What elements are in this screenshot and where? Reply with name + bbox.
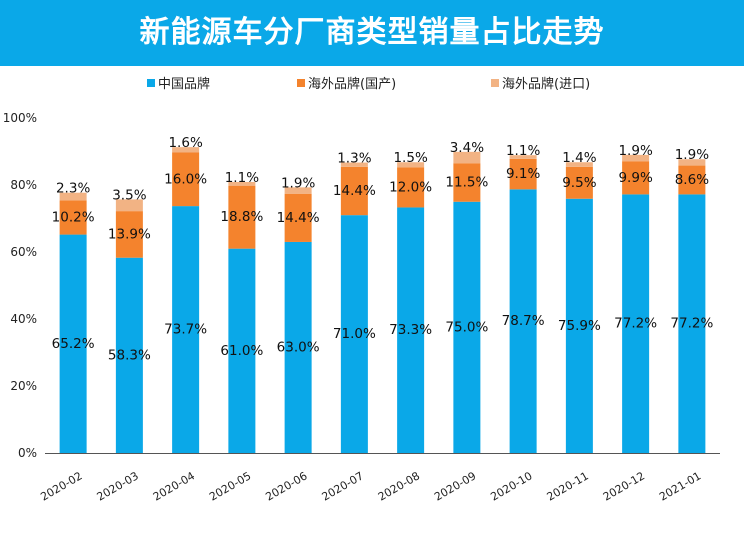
data-label-overseas-domestic: 14.4%: [333, 183, 376, 199]
data-label-overseas-domestic: 13.9%: [108, 226, 151, 242]
data-label-overseas-domestic: 18.8%: [220, 209, 263, 225]
data-label-overseas-domestic: 9.1%: [506, 166, 540, 182]
x-tick-label: 2020-03: [95, 469, 141, 503]
data-label-overseas-domestic: 16.0%: [164, 171, 207, 187]
bar-segment-1: [565, 198, 593, 453]
bar-segment-1: [284, 241, 312, 453]
data-label-china: 75.9%: [558, 318, 601, 334]
x-tick-label: 2020-04: [151, 469, 197, 503]
data-label-overseas-import: 1.1%: [506, 143, 540, 159]
data-label-china: 61.0%: [220, 343, 263, 359]
bar-segment-3: [228, 181, 256, 186]
data-label-overseas-import: 3.5%: [112, 187, 146, 203]
data-label-overseas-import: 1.4%: [562, 150, 596, 166]
bar-segment-3: [678, 159, 706, 166]
bar-segment-1: [228, 248, 256, 453]
bar-segment-2: [172, 152, 200, 207]
data-label-china: 73.3%: [389, 322, 432, 338]
bar-segment-1: [509, 189, 537, 454]
data-label-overseas-domestic: 8.6%: [675, 172, 709, 188]
data-label-overseas-domestic: 11.5%: [445, 174, 488, 190]
data-label-overseas-import: 1.1%: [225, 170, 259, 186]
bar-segment-2: [678, 165, 706, 195]
bar-segment-2: [228, 185, 256, 249]
x-tick-label: 2020-06: [263, 469, 309, 503]
bar-segment-2: [59, 200, 87, 235]
data-label-china: 78.7%: [502, 313, 545, 329]
bar-segment-2: [284, 193, 312, 242]
x-tick-label: 2020-08: [376, 469, 422, 503]
legend-swatch-3: [491, 79, 499, 87]
data-label-overseas-import: 3.4%: [450, 140, 484, 156]
bar-segment-3: [340, 162, 368, 167]
x-tick-label: 2020-02: [38, 469, 84, 503]
chart-title: 新能源车分厂商类型销量占比走势: [139, 15, 605, 50]
y-tick-label: 60%: [10, 245, 37, 259]
data-label-china: 71.0%: [333, 326, 376, 342]
legend-swatch-1: [147, 79, 155, 87]
x-tick-label: 2020-10: [488, 469, 534, 503]
x-tick-label: 2020-05: [207, 469, 253, 503]
data-label-overseas-import: 1.9%: [618, 143, 652, 159]
bar-segment-3: [565, 162, 593, 167]
bar-segment-2: [397, 167, 425, 208]
x-tick-label: 2021-01: [657, 469, 703, 503]
data-label-overseas-import: 2.3%: [56, 181, 90, 197]
bar-segment-1: [59, 234, 87, 453]
data-label-china: 58.3%: [108, 347, 151, 363]
data-label-overseas-import: 1.5%: [393, 150, 427, 166]
bar-segment-3: [115, 199, 143, 212]
y-tick-label: 100%: [3, 111, 37, 125]
data-label-china: 75.0%: [445, 319, 488, 335]
bar-segment-2: [115, 211, 143, 258]
data-label-china: 65.2%: [52, 336, 95, 352]
bar-segment-3: [397, 162, 425, 168]
bar-segment-3: [172, 147, 200, 153]
x-tick-label: 2020-11: [545, 469, 591, 503]
bar-segment-3: [509, 155, 537, 159]
data-label-overseas-domestic: 14.4%: [277, 210, 320, 226]
data-label-china: 73.7%: [164, 322, 207, 338]
x-tick-label: 2020-09: [432, 469, 478, 503]
data-label-overseas-domestic: 10.2%: [52, 209, 95, 225]
data-label-overseas-import: 1.3%: [337, 151, 371, 167]
bar-segment-3: [622, 154, 650, 162]
bar-segment-1: [397, 207, 425, 453]
bar-segment-3: [453, 151, 481, 164]
bar-segment-1: [172, 206, 200, 453]
data-label-china: 77.2%: [614, 316, 657, 332]
bar-segment-3: [59, 192, 87, 201]
bar-segment-1: [340, 215, 368, 453]
data-label-overseas-domestic: 9.5%: [562, 175, 596, 191]
data-label-overseas-domestic: 12.0%: [389, 179, 432, 195]
y-tick-label: 80%: [10, 178, 37, 192]
legend-label-3: 海外品牌(进口): [502, 76, 590, 92]
data-label-overseas-domestic: 9.9%: [618, 170, 652, 186]
title-bar: 新能源车分厂商类型销量占比走势: [0, 0, 744, 66]
x-tick-label: 2020-12: [601, 469, 647, 503]
y-tick-label: 0%: [18, 446, 37, 460]
bar-segment-2: [340, 166, 368, 216]
legend-label-2: 海外品牌(国产): [308, 76, 396, 92]
bar-segment-2: [565, 166, 593, 199]
bar-segment-1: [622, 194, 650, 453]
bar-segment-2: [509, 158, 537, 190]
legend-label-1: 中国品牌: [158, 76, 210, 92]
x-tick-label: 2020-07: [320, 469, 366, 503]
data-label-overseas-import: 1.6%: [168, 135, 202, 151]
bar-segment-1: [453, 201, 481, 453]
legend-swatch-2: [297, 79, 305, 87]
data-label-overseas-import: 1.9%: [281, 175, 315, 191]
bar-segment-2: [622, 161, 650, 195]
data-label-overseas-import: 1.9%: [675, 147, 709, 163]
data-label-china: 77.2%: [670, 316, 713, 332]
bar-segment-1: [115, 257, 143, 453]
y-tick-label: 20%: [10, 379, 37, 393]
y-tick-label: 40%: [10, 312, 37, 326]
bar-segment-2: [453, 163, 481, 202]
bar-segment-1: [678, 194, 706, 453]
bar-segment-3: [284, 187, 312, 194]
data-label-china: 63.0%: [277, 339, 320, 355]
